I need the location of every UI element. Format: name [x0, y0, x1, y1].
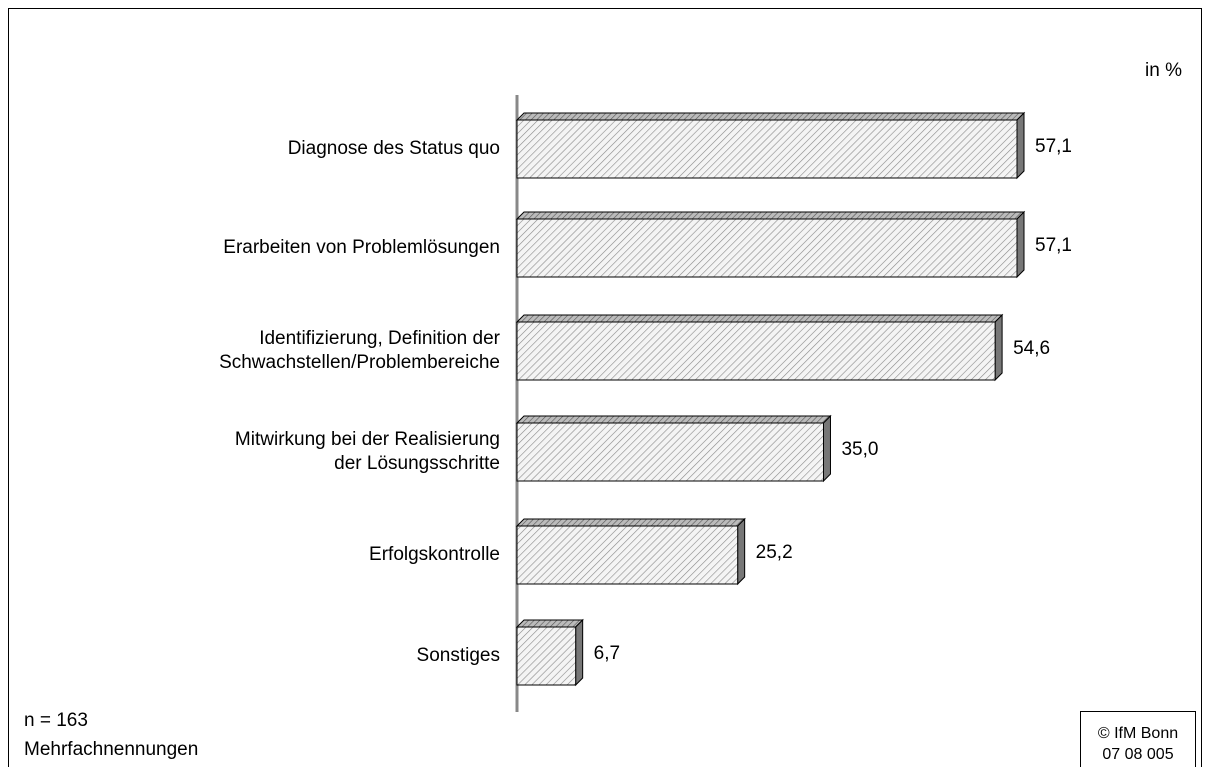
bar-top [515, 619, 584, 628]
bar-top [515, 112, 1026, 121]
category-label: Erfolgskontrolle [369, 544, 500, 565]
bar [516, 218, 1018, 278]
bar-side [822, 414, 831, 483]
value-label: 57,1 [1035, 136, 1072, 157]
bar [516, 321, 996, 381]
category-label: Mitwirkung bei der Realisierung der Lösun… [235, 429, 500, 474]
value-label: 6,7 [594, 643, 620, 664]
bar-side [994, 313, 1003, 382]
bar-side [1016, 111, 1025, 180]
category-label: Sonstiges [417, 645, 500, 666]
value-label: 57,1 [1035, 235, 1072, 256]
note: Mehrfachnennungen [24, 739, 198, 760]
bar [516, 525, 739, 585]
bar [516, 626, 577, 686]
bar-top [515, 211, 1026, 220]
bar [516, 119, 1018, 179]
bar [516, 422, 824, 482]
bar-top [515, 314, 1004, 323]
note: n = 163 [24, 710, 88, 731]
category-label: Erarbeiten von Problemlösungen [223, 237, 500, 258]
bar-top [515, 415, 832, 424]
bar-side [737, 517, 746, 586]
frame [8, 8, 1202, 767]
category-label: Diagnose des Status quo [288, 138, 500, 159]
value-label: 35,0 [841, 439, 878, 460]
value-label: 54,6 [1013, 338, 1050, 359]
bar-side [575, 618, 584, 687]
source: © IfM Bonn [1098, 725, 1178, 742]
unit-label: in % [1145, 60, 1182, 81]
source-box [1080, 711, 1196, 767]
value-label: 25,2 [756, 542, 793, 563]
source: 07 08 005 [1102, 746, 1173, 763]
bar-side [1016, 210, 1025, 279]
category-label: Identifizierung, Definition der Schwachst… [219, 328, 501, 373]
bar-top [515, 518, 746, 527]
